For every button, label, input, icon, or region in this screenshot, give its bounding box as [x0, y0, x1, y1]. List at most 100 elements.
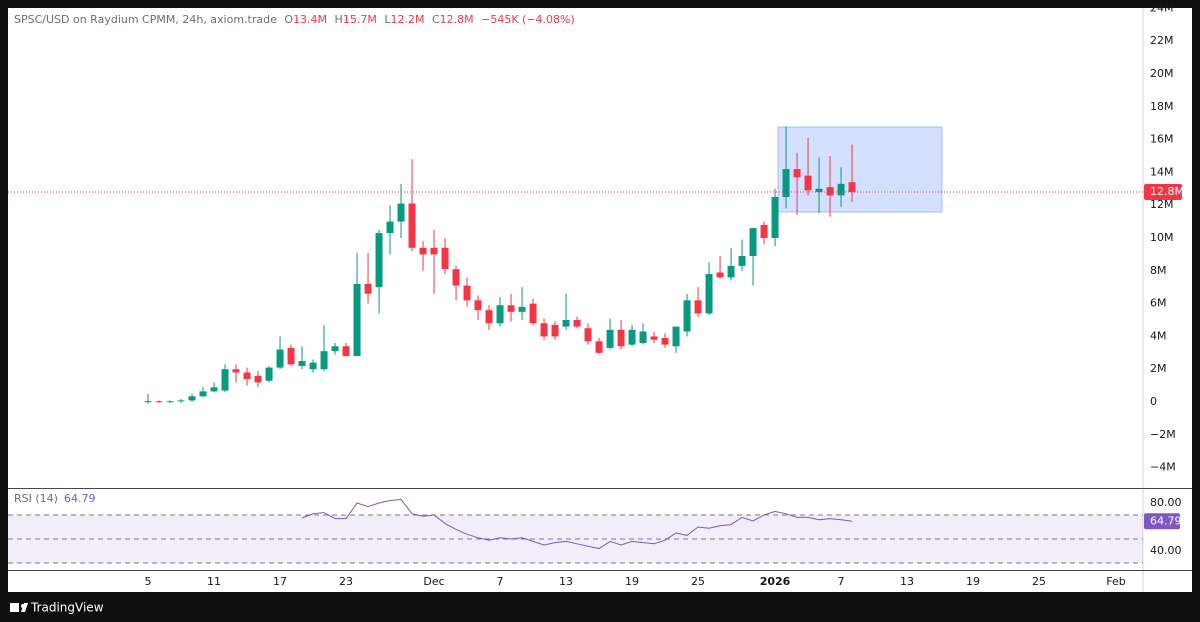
candle-body: [386, 221, 394, 234]
candle-body: [364, 283, 372, 294]
candle-body: [188, 396, 196, 401]
candle-body: [606, 329, 614, 348]
candle-body: [782, 169, 790, 197]
candle-body: [628, 329, 636, 345]
y-tick-label: 40.00: [1150, 544, 1182, 557]
candle-body: [144, 401, 152, 403]
candle-body: [848, 182, 856, 193]
x-tick-label: 2026: [760, 575, 791, 588]
candle-body: [221, 369, 229, 391]
candle-body: [177, 400, 185, 402]
y-tick-label: 4M: [1150, 329, 1167, 342]
x-tick-label: 25: [1032, 575, 1046, 588]
x-tick-label: 13: [900, 575, 914, 588]
y-tick-label: 20M: [1150, 67, 1174, 80]
x-tick-label: 23: [339, 575, 353, 588]
candle-body: [540, 323, 548, 337]
ohlc-value: 12.2M: [390, 13, 424, 26]
candle-body: [276, 349, 284, 368]
candle-body: [771, 196, 779, 238]
candle-body: [331, 346, 339, 352]
ohlc-key: C: [432, 13, 440, 26]
logo-mark: [10, 603, 19, 612]
candle-body: [551, 324, 559, 337]
x-tick-label: 25: [691, 575, 705, 588]
candle-body: [375, 233, 383, 288]
x-tick-label: 11: [207, 575, 221, 588]
y-tick-label: 80.00: [1150, 496, 1182, 509]
candle-body: [837, 183, 845, 196]
candle-body: [430, 247, 438, 255]
candle-body: [254, 375, 262, 383]
y-tick-label: 10M: [1150, 231, 1174, 244]
candle-body: [496, 305, 504, 324]
candle-body: [309, 362, 317, 370]
y-tick-label: 24M: [1150, 1, 1174, 14]
candle-body: [661, 338, 669, 345]
candle-body: [617, 329, 625, 347]
candle-body: [595, 341, 603, 353]
candle-body: [826, 187, 834, 196]
candle-body: [705, 274, 713, 314]
ohlc-value: 13.4M: [293, 13, 327, 26]
ohlc-key: L: [384, 13, 391, 26]
candle-body: [243, 372, 251, 380]
ohlc-key: H: [335, 13, 343, 26]
candle-body: [804, 175, 812, 191]
y-tick-label: 14M: [1150, 165, 1174, 178]
rsi-label-box: [1144, 513, 1180, 530]
candle-body: [793, 169, 801, 178]
candle-body: [452, 269, 460, 286]
candle-body: [419, 247, 427, 255]
y-tick-label: 2M: [1150, 362, 1167, 375]
rsi-value: 64.79: [64, 492, 96, 505]
price-label-box: [1144, 184, 1182, 201]
candle-body: [265, 367, 273, 381]
y-tick-label: −2M: [1150, 428, 1176, 441]
y-tick-label: 12M: [1150, 198, 1174, 211]
candles: [144, 126, 856, 404]
candle-body: [320, 351, 328, 370]
y-tick-label: −4M: [1150, 461, 1176, 474]
candle-body: [287, 347, 295, 365]
candle-body: [738, 256, 746, 266]
x-tick-label: 7: [497, 575, 504, 588]
y-tick-label: 6M: [1150, 297, 1167, 310]
candle-body: [518, 306, 526, 312]
ohlc-value: 12.8M: [440, 13, 474, 26]
rsi-legend: RSI (14) 64.79: [14, 492, 95, 505]
logo-mark: [21, 603, 28, 612]
candle-body: [298, 361, 306, 366]
candle-body: [672, 326, 680, 347]
candle-body: [727, 265, 735, 278]
candle-body: [562, 320, 570, 327]
x-tick-label: 19: [966, 575, 980, 588]
candle-body: [353, 283, 361, 357]
candle-body: [441, 247, 449, 270]
rsi-label: 64.79: [1150, 514, 1182, 527]
candle-body: [199, 391, 207, 397]
candle-body: [485, 310, 493, 324]
x-tick-label: 7: [838, 575, 845, 588]
candle-body: [408, 203, 416, 248]
candle-body: [529, 303, 537, 324]
y-tick-label: 18M: [1150, 100, 1174, 113]
candle-body: [815, 188, 823, 193]
candle-body: [694, 300, 702, 314]
candle-body: [210, 387, 218, 392]
candle-body: [155, 401, 163, 403]
y-tick-label: 22M: [1150, 34, 1174, 47]
candle-body: [760, 224, 768, 238]
x-tick-label: 19: [625, 575, 639, 588]
candle-body: [584, 328, 592, 342]
brand: TradingView: [30, 601, 104, 615]
candle-body: [573, 320, 581, 327]
x-tick-label: 13: [559, 575, 573, 588]
candle-body: [650, 336, 658, 340]
highlight-box: [777, 126, 943, 213]
rsi-title: RSI (14): [14, 492, 58, 505]
candle-body: [683, 300, 691, 332]
symbol: SPSC/USD on Raydium CPMM, 24h, axiom.tra…: [14, 13, 277, 26]
y-tick-label: 16M: [1150, 133, 1174, 146]
